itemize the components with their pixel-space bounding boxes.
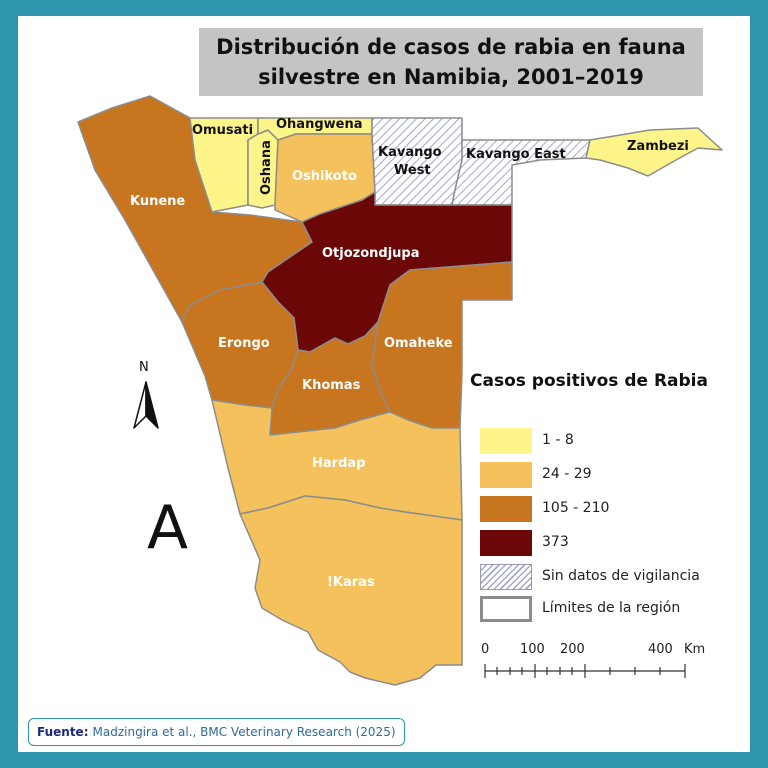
legend-item-1-8: 1 - 8 (480, 428, 740, 456)
region-zambezi[interactable] (585, 127, 723, 177)
title-line-1: Distribución de casos de rabia en fauna (216, 35, 686, 59)
label-ohangwena: Ohangwena (276, 117, 363, 132)
label-oshana: Oshana (259, 140, 274, 195)
label-kavango-east: Kavango East (466, 147, 566, 162)
scale-tick-200: 200 (560, 642, 585, 657)
legend-item-105-210: 105 - 210 (480, 496, 740, 524)
source-label: Fuente: (37, 725, 89, 739)
region-khomas[interactable] (269, 321, 391, 436)
panel-letter: A (147, 493, 189, 563)
legend-swatch-24-29 (480, 462, 532, 488)
label-kunene: Kunene (130, 194, 185, 209)
label-oshikoto: Oshikoto (292, 169, 357, 184)
region-karas[interactable] (239, 495, 463, 686)
scale-tick-400: 400 (648, 642, 673, 657)
scale-tick-0: 0 (481, 642, 489, 657)
legend-title: Casos positivos de Rabia (470, 371, 708, 391)
label-hardap: Hardap (312, 456, 365, 471)
scale-unit: Km (684, 642, 705, 657)
north-arrow-icon (133, 381, 159, 429)
label-kavango-west-2: West (394, 163, 431, 178)
legend-label-105-210: 105 - 210 (542, 500, 610, 516)
label-omusati: Omusati (192, 123, 253, 138)
title-box: Distribución de casos de rabia en fauna … (199, 28, 703, 96)
legend-item-no-data: Sin datos de vigilancia (480, 564, 740, 592)
legend-swatch-no-data (480, 564, 532, 590)
legend-label-no-data: Sin datos de vigilancia (542, 568, 700, 584)
legend-label-24-29: 24 - 29 (542, 466, 592, 482)
legend-swatch-373 (480, 530, 532, 556)
label-omaheke: Omaheke (384, 336, 453, 351)
legend-swatch-105-210 (480, 496, 532, 522)
region-kavango-west[interactable] (371, 117, 463, 206)
legend-label-boundary: Límites de la región (542, 600, 681, 616)
legend-label-1-8: 1 - 8 (542, 432, 574, 448)
label-otjozondjupa: Otjozondjupa (322, 246, 420, 261)
label-khomas: Khomas (302, 378, 361, 393)
label-karas: !Karas (327, 575, 375, 590)
scale-bar (484, 664, 686, 678)
legend-item-373: 373 (480, 530, 740, 558)
legend-label-373: 373 (542, 534, 569, 550)
title-line-2: silvestre en Namibia, 2001–2019 (258, 65, 644, 89)
scale-tick-100: 100 (520, 642, 545, 657)
legend-swatch-boundary (480, 596, 532, 622)
label-zambezi: Zambezi (627, 139, 689, 154)
north-label: N (139, 360, 149, 375)
legend-item-boundary: Límites de la región (480, 596, 740, 624)
legend-swatch-1-8 (480, 428, 532, 454)
source-text: Madzingira et al., BMC Veterinary Resear… (92, 725, 396, 739)
label-erongo: Erongo (218, 336, 270, 351)
label-kavango-west-1: Kavango (378, 145, 442, 160)
source-box: Fuente: Madzingira et al., BMC Veterinar… (28, 718, 405, 746)
legend-item-24-29: 24 - 29 (480, 462, 740, 490)
